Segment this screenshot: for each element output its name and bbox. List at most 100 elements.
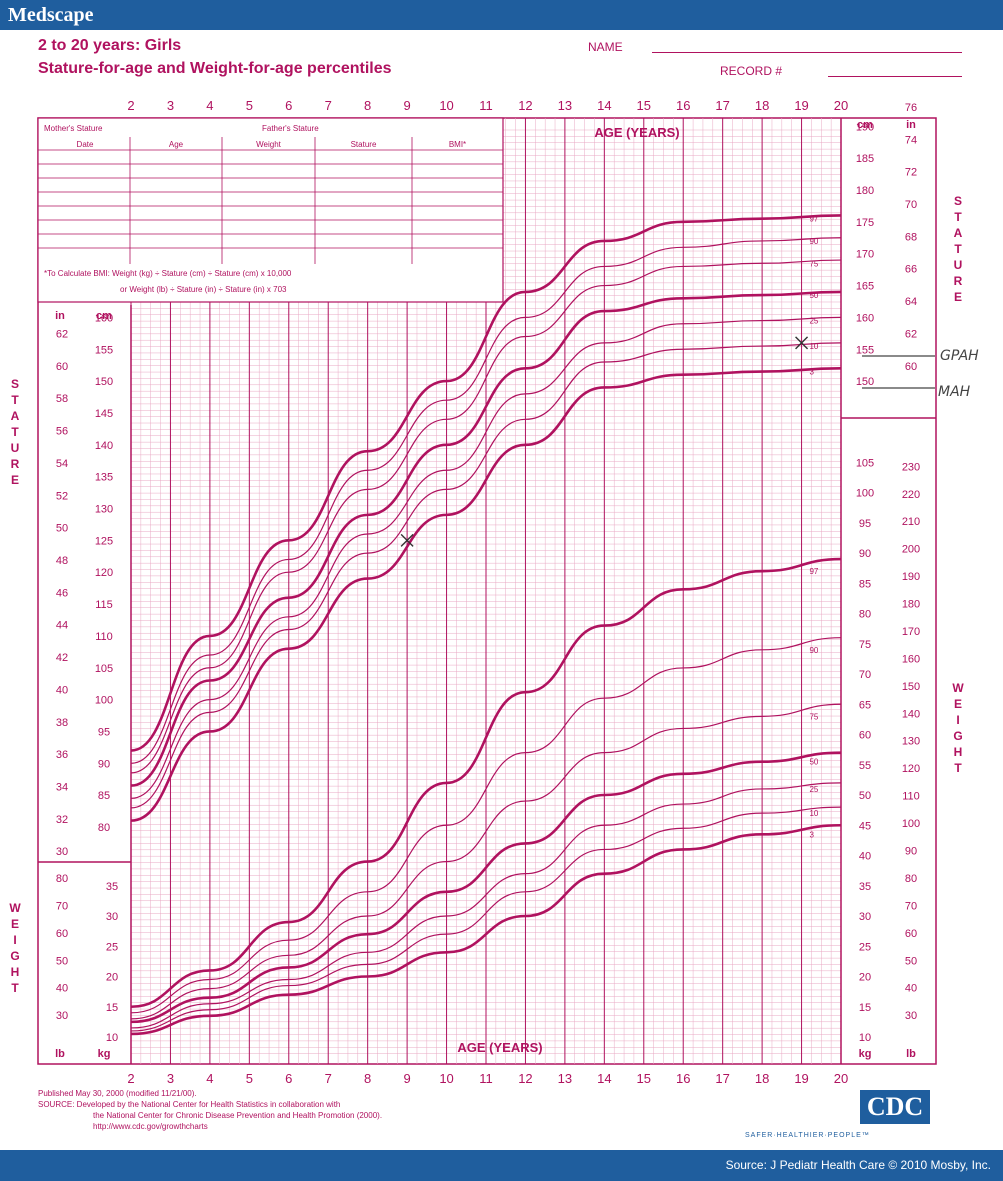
weight-side-label-right: T [954, 761, 962, 775]
age-tick-top: 2 [127, 98, 134, 113]
weight-lb-tick-right: 200 [902, 544, 920, 556]
weight-lb-tick-right: 80 [905, 873, 917, 885]
weight-side-label-left: I [13, 933, 16, 947]
lb-unit-right: lb [906, 1048, 916, 1060]
weight-percentile-label-75: 75 [809, 712, 818, 721]
stature-in-tick-left: 40 [56, 684, 68, 696]
age-tick-top: 13 [558, 98, 572, 113]
stature-side-label-left: T [11, 393, 19, 407]
weight-kg-tick-right: 10 [859, 1032, 871, 1044]
weight-lb-tick-right: 40 [905, 983, 917, 995]
stature-percentile-50 [130, 290, 842, 787]
weight-lb-tick-right: 110 [902, 791, 920, 803]
stature-percentile-label-10: 10 [809, 342, 818, 351]
weight-percentile-97 [130, 557, 842, 1009]
stature-in-tick-left: 52 [56, 490, 68, 502]
weight-lb-tick-right: 220 [902, 489, 920, 501]
stature-in-tick-right: 76 [905, 102, 917, 114]
stature-in-tick-left: 32 [56, 814, 68, 826]
stature-in-tick-right: 66 [905, 264, 917, 276]
weight-kg-tick-right: 15 [859, 1002, 871, 1014]
kg-unit-right: kg [859, 1048, 872, 1060]
record-col-header: BMI* [449, 140, 466, 149]
stature-cm-tick-right: 180 [856, 185, 874, 197]
weight-percentile-label-10: 10 [809, 809, 818, 818]
record-field[interactable] [828, 76, 962, 77]
weight-side-label-left: G [10, 949, 19, 963]
stature-cm-tick-left: 130 [95, 504, 113, 516]
cdc-url-link[interactable]: http://www.cdc.gov/growthcharts [93, 1122, 208, 1131]
stature-percentile-75 [130, 259, 842, 774]
weight-lb-tick-right: 160 [902, 653, 920, 665]
weight-kg-tick-right: 105 [856, 457, 874, 469]
age-tick-bottom: 2 [127, 1071, 134, 1086]
chart-axes: AGE (YEARS) AGE (YEARS) cm in in cm lb k… [55, 98, 920, 1086]
weight-kg-tick-right: 25 [859, 941, 871, 953]
weight-lb-tick-right: 140 [902, 708, 920, 720]
stature-cm-tick-right: 160 [856, 312, 874, 324]
age-axis-label-bottom: AGE (YEARS) [457, 1040, 542, 1055]
weight-kg-tick-right: 30 [859, 911, 871, 923]
age-tick-bottom: 17 [715, 1071, 729, 1086]
weight-side-label-left: H [11, 965, 20, 979]
weight-kg-tick-right: 45 [859, 820, 871, 832]
weight-lb-tick-right: 50 [905, 955, 917, 967]
age-tick-bottom: 18 [755, 1071, 769, 1086]
stature-in-tick-right: 72 [905, 167, 917, 179]
stature-in-tick-left: 62 [56, 328, 68, 340]
name-field[interactable] [652, 52, 962, 53]
stature-in-tick-left: 36 [56, 749, 68, 761]
stature-cm-tick-right: 155 [856, 344, 874, 356]
percentile-curves: 97 90 75 50 25 10 3 97 90 75 50 25 10 3 [130, 214, 935, 1036]
stature-cm-tick-left: 135 [95, 472, 113, 484]
age-tick-bottom: 5 [246, 1071, 253, 1086]
cm-unit-left: cm [96, 310, 112, 322]
weight-kg-tick-right: 70 [859, 669, 871, 681]
stature-side-label-right: S [954, 194, 962, 208]
weight-kg-tick-left: 15 [106, 1002, 118, 1014]
record-label: RECORD # [720, 64, 783, 78]
weight-percentile-75 [130, 703, 842, 1020]
stature-side-label-left: R [11, 457, 20, 471]
age-tick-bottom: 7 [325, 1071, 332, 1086]
age-tick-top: 17 [715, 98, 729, 113]
weight-side-label-right: G [953, 729, 962, 743]
age-tick-top: 14 [597, 98, 611, 113]
weight-lb-tick-right: 170 [902, 626, 920, 638]
age-tick-top: 5 [246, 98, 253, 113]
stature-cm-tick-left: 160 [95, 312, 113, 324]
annotations: GPAH MAH [938, 348, 979, 400]
stature-in-tick-right: 70 [905, 199, 917, 211]
weight-lb-tick-left: 80 [56, 873, 68, 885]
stature-cm-tick-left: 110 [95, 631, 113, 643]
record-col-header: Age [169, 140, 184, 149]
age-tick-top: 16 [676, 98, 690, 113]
published-note: Published May 30, 2000 (modified 11/21/0… [38, 1089, 197, 1098]
stature-cm-tick-left: 140 [95, 440, 113, 452]
weight-kg-tick-right: 35 [859, 881, 871, 893]
stature-cm-tick-left: 95 [98, 726, 110, 738]
stature-cm-tick-right: 175 [856, 217, 874, 229]
stature-percentile-10 [130, 342, 842, 809]
stature-cm-tick-right: 190 [856, 121, 874, 133]
mah-annotation: MAH [938, 384, 971, 400]
stature-cm-tick-right: 185 [856, 153, 874, 165]
weight-kg-tick-right: 75 [859, 639, 871, 651]
weight-kg-tick-right: 40 [859, 851, 871, 863]
gpah-annotation: GPAH [940, 348, 979, 364]
weight-lb-tick-right: 70 [905, 900, 917, 912]
weight-lb-tick-right: 230 [902, 461, 920, 473]
weight-percentile-label-50: 50 [809, 758, 818, 767]
medscape-header-bar: Medscape [0, 0, 1003, 30]
stature-cm-tick-left: 100 [95, 695, 113, 707]
weight-kg-tick-right: 65 [859, 699, 871, 711]
weight-lb-tick-right: 100 [902, 818, 920, 830]
age-tick-top: 19 [794, 98, 808, 113]
stature-side-label-right: A [954, 226, 963, 240]
weight-kg-tick-left: 10 [106, 1032, 118, 1044]
bmi-note-line1: *To Calculate BMI: Weight (kg) ÷ Stature… [44, 269, 292, 278]
weight-kg-tick-left: 35 [106, 881, 118, 893]
chart-subtitle: Stature-for-age and Weight-for-age perce… [38, 60, 392, 77]
